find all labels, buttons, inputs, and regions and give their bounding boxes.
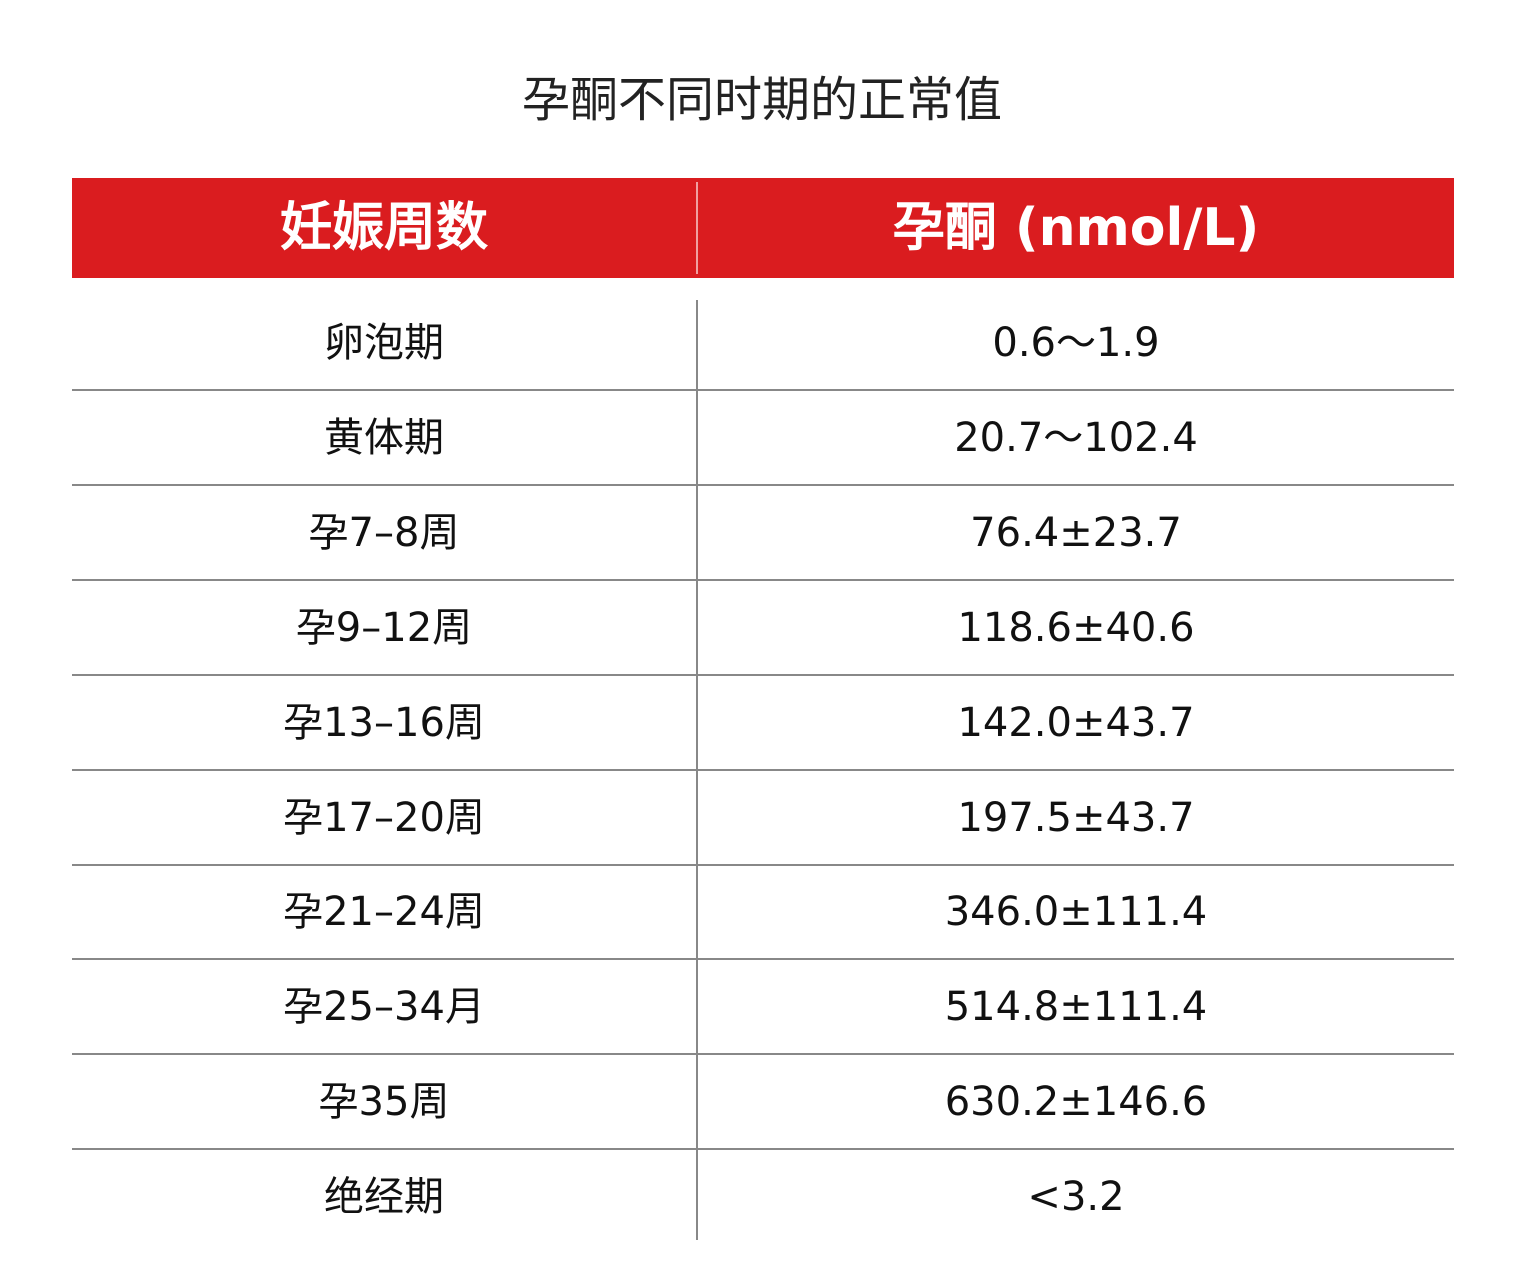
cell-gestation: 孕9–12周 [295,604,473,651]
column-divider [696,300,698,1240]
table-header: 妊娠周数 孕酮 (nmol/L) [72,178,1454,278]
cell-gestation: 孕17–20周 [283,794,485,841]
table-row: 孕7–8周 76.4±23.7 [72,486,1454,581]
cell-gestation: 孕21–24周 [283,889,485,936]
cell-gestation: 孕13–16周 [283,699,485,746]
page-title: 孕酮不同时期的正常值 [521,72,1002,128]
row-divider [72,1053,1454,1056]
cell-progesterone: 514.8±111.4 [944,984,1208,1031]
table-row: 卵泡期 0.6～1.9 [72,296,1454,391]
cell-gestation: 孕7–8周 [308,509,460,556]
row-divider [72,578,1454,581]
table-row: 孕13–16周 142.0±43.7 [72,676,1454,771]
table-row: 孕17–20周 197.5±43.7 [72,771,1454,866]
cell-progesterone: 197.5±43.7 [957,794,1195,841]
cell-gestation: 卵泡期 [324,320,444,366]
cell-progesterone: 76.4±23.7 [970,509,1182,556]
row-divider [72,768,1454,771]
table-row: 绝经期 <3.2 [72,1150,1454,1245]
cell-progesterone: 118.6±40.6 [957,604,1195,651]
cell-progesterone: <3.2 [1027,1174,1125,1221]
column-header-progesterone: 孕酮 (nmol/L) [892,198,1260,258]
row-divider [72,958,1454,961]
cell-gestation: 孕35周 [318,1079,450,1126]
row-divider [72,389,1454,391]
cell-progesterone: 20.7～102.4 [954,414,1198,461]
column-header-gestation: 妊娠周数 [279,198,488,258]
cell-progesterone: 346.0±111.4 [944,889,1208,936]
cell-progesterone: 0.6～1.9 [992,320,1160,366]
table-row: 孕21–24周 346.0±111.4 [72,865,1454,961]
cell-progesterone: 142.0±43.7 [957,699,1195,746]
header-divider [696,182,698,274]
cell-gestation: 黄体期 [324,414,444,461]
table-row: 孕35周 630.2±146.6 [72,1055,1454,1151]
cell-progesterone: 630.2±146.6 [944,1079,1208,1126]
cell-gestation: 绝经期 [324,1174,444,1221]
row-divider [72,673,1454,676]
table-row: 孕9–12周 118.6±40.6 [72,581,1454,676]
row-divider [72,1148,1454,1151]
table-row: 孕25–34月 514.8±111.4 [72,960,1454,1056]
table-row: 黄体期 20.7～102.4 [72,391,1454,486]
row-divider [72,483,1454,486]
row-divider [72,863,1454,866]
cell-gestation: 孕25–34月 [283,984,485,1031]
